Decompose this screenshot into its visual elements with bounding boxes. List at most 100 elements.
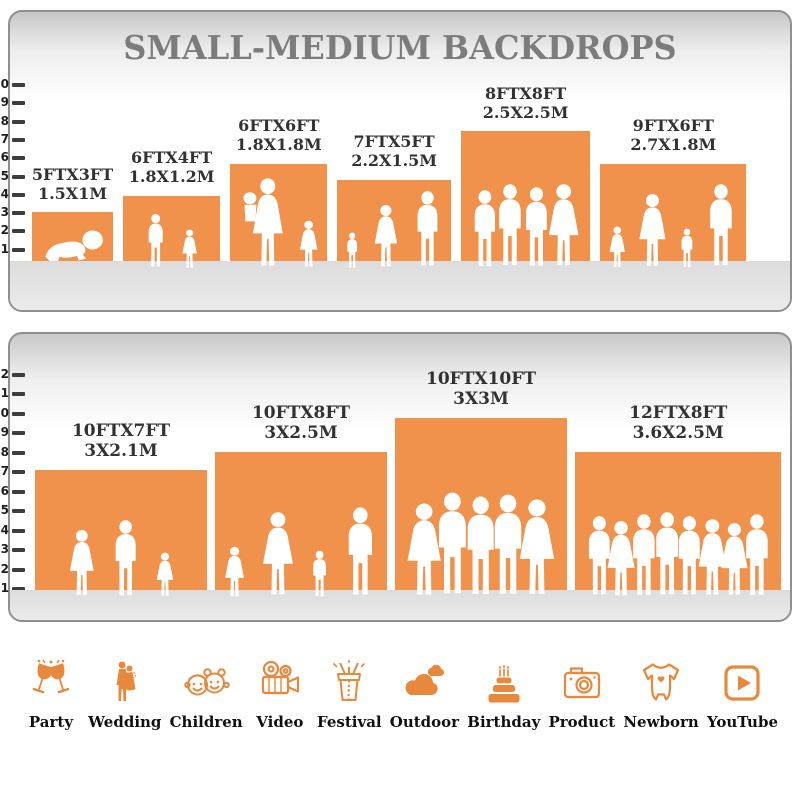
ruler-number: 6 [0, 483, 9, 498]
ruler-number: 5 [0, 168, 9, 183]
size-label-m: 2.7X1.8M [630, 134, 717, 154]
size-label-ft: 10FTX7FT [71, 420, 171, 441]
ruler-number: 4 [0, 522, 9, 537]
category-label: YouTube [706, 713, 778, 731]
person-silhouette-woman [635, 193, 670, 269]
size-label-ft: 9FTX6FT [632, 116, 714, 136]
size-label: 9FTX6FT 2.7X1.8M [630, 116, 717, 155]
size-label: 12FTX8FT 3.6X2.5M [629, 403, 727, 443]
person-silhouette-child [309, 550, 330, 598]
person-silhouette-child [678, 228, 696, 269]
ruler-number: 8 [0, 113, 9, 128]
ruler-tick [12, 509, 25, 513]
size-label-ft: 10FTX8FT [251, 403, 351, 424]
category-birthday: Birthday [467, 658, 540, 731]
ruler-number: 7 [0, 131, 9, 146]
person-silhouette-baby [40, 225, 104, 263]
ruler-tick [12, 450, 25, 455]
video-icon [261, 660, 299, 695]
category-row: Party Wedding Children Video Festival Outdoor… [22, 658, 778, 731]
ruler-tick [12, 137, 25, 142]
ruler-number: 10 [0, 77, 9, 91]
size-label: 6FTX4FT 1.8X1.2M [129, 149, 215, 187]
ruler-tick [12, 247, 25, 252]
panel-top-sizes: SMALL-MEDIUM BACKDROPS 1 2 3 4 5 6 7 8 9 10 5FTX3… [0, 10, 792, 312]
ruler-tick [12, 548, 25, 552]
category-label: Outdoor [389, 713, 460, 731]
ruler-number: 7 [0, 464, 9, 478]
person-silhouette-girl [180, 229, 199, 269]
person-silhouette-girl [154, 552, 176, 598]
person-silhouette-woman [514, 498, 560, 598]
size-label-m: 1.8X1.8M [235, 134, 322, 154]
festival-icon [332, 659, 366, 701]
size-label-m: 3X2.1M [84, 440, 158, 461]
children-icon [184, 668, 230, 696]
ruler-number: 3 [0, 205, 9, 220]
ruler-number: 8 [0, 444, 9, 459]
person-silhouette-momkid [237, 177, 289, 269]
person-silhouette-man [739, 513, 775, 598]
size-label-m: 3.6X2.5M [632, 423, 724, 444]
ruler-tick [12, 392, 25, 396]
size-label-ft: 8FTX8FT [484, 83, 567, 103]
size-label-ft: 6FTX4FT [130, 148, 213, 168]
person-silhouette-man [703, 183, 739, 269]
size-label-m: 1.8X1.2M [128, 167, 215, 187]
ruler-tick [12, 211, 25, 216]
size-label-ft: 6FTX6FT [238, 116, 320, 136]
person-silhouette-woman [544, 183, 583, 269]
person-silhouette-woman [371, 204, 401, 269]
category-label: Wedding [88, 713, 162, 731]
person-silhouette-girl [222, 546, 247, 598]
ruler-number: 6 [0, 150, 9, 165]
category-wedding: Wedding [88, 658, 161, 731]
ruler-tick [12, 192, 25, 197]
outdoor-icon [405, 664, 445, 695]
category-label: Product [548, 713, 616, 731]
category-children: Children [170, 658, 243, 731]
ruler-tick [12, 470, 25, 474]
category-youtube: YouTube [707, 658, 778, 731]
youtube-icon [724, 665, 761, 701]
category-product: Product [548, 658, 615, 731]
size-label: 8FTX8FT 2.5X2.5M [483, 83, 569, 123]
category-label: Festival [317, 713, 382, 731]
ruler-tick [12, 528, 25, 533]
category-label: Newborn [623, 713, 699, 731]
category-label: Party [28, 713, 74, 731]
person-silhouette-woman [66, 529, 98, 598]
person-silhouette-man [411, 190, 444, 269]
person-silhouette-girl [607, 226, 628, 269]
ruler-number: 9 [0, 95, 9, 110]
category-outdoor: Outdoor [390, 658, 459, 731]
backdrop-bar [123, 196, 221, 261]
size-label-ft: 7FTX5FT [353, 132, 435, 152]
ruler-number: 5 [0, 503, 9, 517]
person-silhouette-girl [297, 220, 320, 269]
ruler-number: 10 [0, 405, 9, 420]
size-label-m: 3X2.5M [264, 423, 338, 444]
ruler-tick [12, 101, 25, 106]
category-festival: Festival [317, 658, 382, 731]
size-label-ft: 12FTX8FT [629, 403, 728, 424]
person-silhouette-man [341, 506, 380, 598]
ruler-tick [12, 587, 25, 591]
floor-strip [10, 590, 790, 620]
size-label-m: 2.2X1.5M [351, 151, 437, 171]
category-label: Birthday [467, 713, 541, 731]
ruler-tick [12, 83, 25, 87]
ruler-tick [12, 229, 25, 234]
ruler-tick [12, 431, 25, 435]
person-silhouette-man [144, 213, 167, 269]
ruler-number: 9 [0, 425, 9, 439]
size-label: 10FTX10FT 3X3M [426, 369, 536, 409]
ruler-number: 12 [0, 366, 9, 381]
category-video: Video [251, 658, 309, 731]
ruler-number: 1 [0, 241, 9, 256]
ruler-tick [12, 156, 25, 161]
person-silhouette-woman [258, 511, 298, 598]
ruler-tick [12, 411, 25, 416]
newborn-icon [642, 663, 680, 701]
